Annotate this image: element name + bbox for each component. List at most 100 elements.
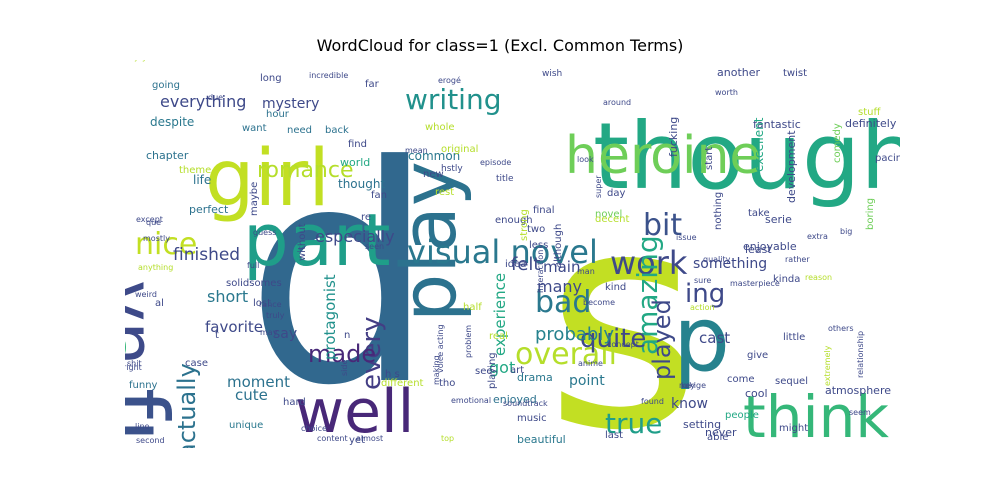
word-sure: sure bbox=[694, 276, 711, 285]
word-new: new bbox=[423, 169, 444, 180]
word-enjoy: enjoy bbox=[125, 60, 147, 62]
word-seen: seen bbox=[365, 242, 384, 251]
word-might: might bbox=[779, 423, 808, 434]
word-half: half bbox=[463, 302, 482, 313]
word-know: know bbox=[671, 396, 708, 412]
word-due: due bbox=[208, 93, 223, 102]
word-s: s bbox=[545, 147, 701, 448]
word-point: point bbox=[569, 373, 605, 389]
wordcloud-canvas: dsthoughgirlvnpartfunplaywellthinkheroin… bbox=[125, 60, 900, 448]
word-comedy: comedy bbox=[832, 123, 843, 163]
word-main: main bbox=[543, 258, 580, 276]
word-thing: thing bbox=[125, 332, 128, 445]
word-content: content bbox=[317, 434, 348, 443]
word-interaction: interaction bbox=[536, 250, 545, 293]
word-unique: unique bbox=[229, 420, 263, 431]
word-take: take bbox=[748, 208, 770, 219]
word-true: true bbox=[605, 407, 662, 440]
word-t: t bbox=[215, 330, 219, 341]
word-long: long bbox=[260, 73, 282, 84]
word-soundtrack: soundtrack bbox=[503, 399, 548, 408]
word-rather: rather bbox=[785, 255, 810, 264]
word-common: common bbox=[408, 149, 460, 163]
word-able: able bbox=[707, 432, 728, 443]
word-different: different bbox=[381, 378, 424, 389]
word-man: man bbox=[577, 267, 595, 276]
word-re: re bbox=[361, 212, 371, 223]
word-problem: problem bbox=[464, 325, 473, 358]
word-think: think bbox=[743, 383, 889, 448]
word-twist: twist bbox=[783, 68, 807, 79]
word-issue: issue bbox=[676, 233, 697, 242]
word-cute: cute bbox=[235, 386, 268, 404]
word-original: original bbox=[441, 144, 478, 155]
word-case: case bbox=[185, 358, 208, 369]
word-played: played bbox=[648, 299, 676, 380]
word-lost: lost bbox=[253, 298, 271, 309]
word-made: made bbox=[308, 340, 376, 368]
word-strong: strong bbox=[519, 209, 530, 241]
word-although: although bbox=[553, 224, 564, 268]
word-part: part bbox=[243, 198, 391, 282]
word-kind: kind bbox=[605, 282, 626, 293]
word-guess: guess bbox=[253, 228, 276, 237]
word-concept: concept bbox=[607, 340, 639, 349]
word-erog-: erogé bbox=[438, 75, 461, 85]
word-vn: vn bbox=[125, 280, 170, 366]
word-reason: reason bbox=[805, 273, 832, 282]
word-going: going bbox=[152, 80, 180, 91]
word-incredible: incredible bbox=[309, 71, 348, 80]
word-setting: setting bbox=[683, 418, 721, 431]
word-far: far bbox=[365, 79, 380, 90]
word-want: want bbox=[242, 123, 267, 134]
word-novel: novel bbox=[595, 209, 622, 220]
word-mystery: mystery bbox=[262, 96, 319, 112]
word-become: become bbox=[583, 298, 615, 307]
word-real: real bbox=[489, 331, 508, 342]
word-boring: boring bbox=[865, 198, 876, 230]
word-seem: seem bbox=[849, 408, 871, 417]
word-definitely: definitely bbox=[845, 117, 897, 130]
word-least: least bbox=[745, 243, 772, 256]
word-romance: romance bbox=[257, 158, 354, 183]
word-visual-novel: visual novel bbox=[407, 233, 598, 271]
word-girl: girl bbox=[205, 134, 330, 224]
word-anything: anything bbox=[138, 263, 173, 272]
word-d: d bbox=[245, 102, 435, 448]
word-say: say bbox=[273, 326, 297, 342]
word-rance: rance bbox=[259, 300, 282, 309]
word-title: title bbox=[496, 174, 514, 184]
word-choice: choice bbox=[301, 424, 327, 433]
word-every: every bbox=[357, 317, 387, 390]
word-theme: theme bbox=[179, 165, 211, 176]
word-probably: probably bbox=[535, 324, 614, 345]
word-key: key bbox=[681, 381, 695, 390]
word-experience: experience bbox=[491, 273, 509, 356]
word-weird: weird bbox=[135, 290, 157, 299]
word-fucking: fucking bbox=[667, 117, 680, 157]
word-atmosphere: atmosphere bbox=[825, 384, 891, 397]
word-little: little bbox=[783, 332, 805, 343]
word-enjoyable: enjoyable bbox=[743, 240, 797, 253]
word-hard: hard bbox=[283, 397, 306, 408]
word-amazing: amazing bbox=[631, 235, 664, 355]
word-work: work bbox=[610, 244, 688, 282]
word-despite: despite bbox=[150, 115, 194, 129]
word-second: second bbox=[136, 436, 165, 445]
word-serie: serie bbox=[765, 213, 792, 226]
word-moment: moment bbox=[227, 373, 290, 391]
word-well: well bbox=[295, 377, 414, 447]
word-final: final bbox=[533, 205, 555, 216]
word-bit: bit bbox=[643, 208, 682, 243]
word-side: side bbox=[340, 360, 349, 376]
word-found: found bbox=[641, 397, 664, 406]
word-wish: wish bbox=[542, 69, 562, 79]
word-art: art bbox=[510, 365, 524, 376]
wordcloud-svg: dsthoughgirlvnpartfunplaywellthinkheroin… bbox=[125, 60, 900, 448]
word-start: start bbox=[704, 147, 715, 170]
word-except: except bbox=[136, 215, 163, 224]
word-find: find bbox=[348, 139, 367, 150]
word-whole: whole bbox=[425, 122, 455, 133]
